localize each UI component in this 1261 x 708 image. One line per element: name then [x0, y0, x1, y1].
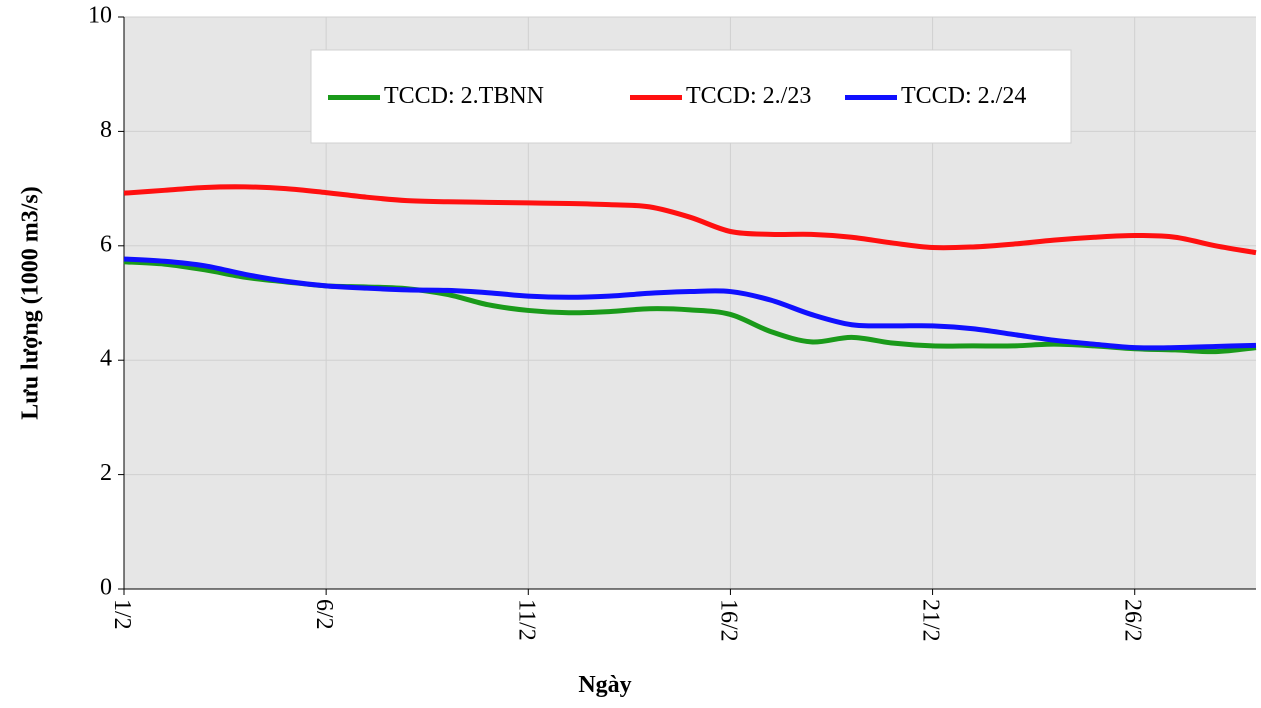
y-tick-label: 2 [100, 460, 112, 486]
x-axis-label: Ngày [578, 672, 631, 698]
series-line [123, 256, 1257, 351]
x-tick-label: 1/2 [109, 599, 135, 630]
legend-label: TCCD: 2./23 [686, 83, 811, 109]
y-axis-label: Lưu lượng (1000 m3/s) [18, 186, 44, 419]
y-tick-label: 0 [100, 575, 112, 601]
y-tick-label: 10 [88, 3, 112, 29]
x-tick-label: 26/2 [1120, 599, 1146, 642]
y-tick-label: 8 [100, 117, 112, 143]
y-tick-label: 6 [100, 231, 112, 257]
legend-label: TCCD: 2./24 [901, 83, 1026, 109]
x-tick-label: 6/2 [311, 599, 337, 630]
x-tick-label: 16/2 [715, 599, 741, 642]
series-line [123, 184, 1257, 256]
legend-box [310, 49, 1072, 144]
y-tick-label: 4 [100, 346, 112, 372]
x-tick-label: 11/2 [513, 599, 539, 641]
x-tick-label: 21/2 [918, 599, 944, 642]
legend-label: TCCD: 2.TBNN [384, 83, 544, 109]
